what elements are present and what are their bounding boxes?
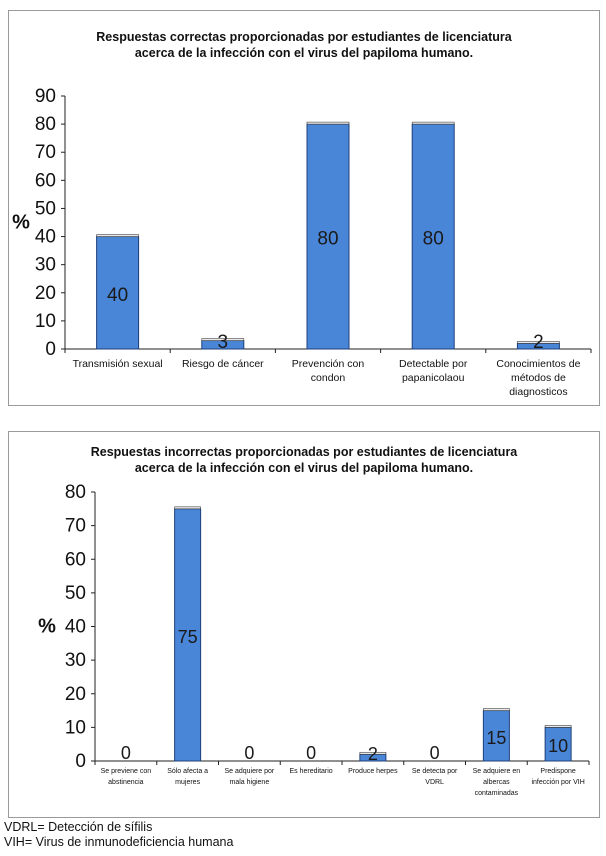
chart-incorrect-answers: Respuestas incorrectas proporcionadas po…: [8, 431, 600, 818]
category-label: albercas: [483, 779, 510, 786]
y-axis-title: %: [12, 212, 30, 234]
bar-top-edge: [306, 121, 350, 125]
bar: [411, 123, 455, 350]
y-tick-label: 40: [65, 617, 86, 638]
bar: [482, 710, 510, 762]
bar-top-edge: [96, 234, 139, 237]
bar-top-edge: [544, 725, 572, 728]
y-tick-label: 0: [45, 339, 56, 360]
chart-correct-answers: Respuestas correctas proporcionadas por …: [8, 10, 600, 406]
y-tick-label: 20: [35, 283, 56, 304]
y-tick-label: 70: [35, 142, 56, 163]
data-label: 0: [306, 743, 316, 763]
category-label: Se adquiere por: [224, 768, 274, 775]
data-label: 80: [423, 229, 444, 250]
y-tick-label: 10: [35, 311, 56, 332]
chart-title-line-1: Respuestas correctas proporcionadas por …: [96, 30, 512, 44]
y-tick-label: 90: [35, 86, 56, 107]
bar: [306, 123, 350, 350]
y-tick-label: 50: [35, 198, 56, 219]
category-label: Riesgo de cáncer: [182, 358, 264, 370]
category-label: papanicolaou: [402, 372, 465, 384]
category-label: Se detecta por: [412, 768, 458, 775]
category-label: contaminadas: [475, 790, 519, 797]
data-label: 3: [218, 332, 229, 353]
y-tick-label: 80: [65, 482, 86, 503]
y-tick-label: 70: [65, 516, 86, 537]
category-label: abstinencia: [108, 779, 144, 786]
bar-top-edge: [201, 338, 245, 341]
bar: [96, 236, 140, 350]
category-label: métodos de: [511, 372, 566, 384]
data-label: 80: [317, 229, 338, 250]
y-tick-label: 30: [35, 255, 56, 276]
y-tick-label: 0: [75, 751, 86, 772]
chart-title: Respuestas incorrectas proporcionadas po…: [9, 444, 599, 476]
category-label: Se adquiere en: [473, 768, 521, 775]
category-label: diagnosticos: [509, 386, 567, 398]
category-label: mujeres: [175, 779, 200, 786]
y-tick-label: 60: [35, 170, 56, 191]
chart-title-line-2: acerca de la infección con el virus del …: [134, 46, 474, 60]
data-label: 40: [107, 285, 128, 306]
category-label: Conocimientos de: [496, 358, 580, 370]
category-label: infección por VIH: [531, 779, 584, 786]
chart-title: Respuestas correctas proporcionadas por …: [9, 29, 599, 61]
y-tick-label: 30: [65, 650, 86, 671]
bar: [544, 726, 572, 762]
category-label: VDRL: [425, 779, 444, 786]
bar-top-edge: [517, 341, 560, 344]
chart-title-line-2: acerca de la infección con el virus del …: [134, 461, 474, 475]
bar-top-edge: [174, 506, 201, 510]
chart-title-line-1: Respuestas incorrectas proporcionadas po…: [90, 445, 518, 459]
category-label: mala higiene: [230, 779, 270, 786]
y-tick-label: 20: [65, 684, 86, 705]
category-label: Sólo afecta a: [167, 768, 208, 775]
y-axis-title: %: [38, 616, 56, 638]
category-label: Se previene con: [101, 768, 152, 775]
data-label: 2: [533, 332, 544, 353]
category-label: Prevención con: [292, 358, 365, 370]
data-label: 10: [548, 736, 568, 756]
bar-top-edge: [483, 708, 510, 711]
bar-top-edge: [411, 121, 455, 125]
data-label: 75: [178, 627, 198, 647]
bar-top-edge: [359, 751, 387, 755]
y-tick-label: 80: [35, 114, 56, 135]
data-label: 2: [368, 744, 378, 764]
category-label: Produce herpes: [348, 768, 398, 775]
data-label: 0: [244, 743, 254, 763]
data-label: 15: [486, 728, 506, 748]
category-label: Es hereditario: [290, 768, 333, 775]
category-label: Predispone: [540, 768, 576, 775]
data-label: 0: [430, 743, 440, 763]
category-label: Detectable por: [399, 358, 468, 370]
y-tick-label: 60: [65, 549, 86, 570]
y-tick-label: 10: [65, 717, 86, 738]
footnote-vdrl: VDRL= Detección de sífilis: [4, 820, 153, 834]
category-label: condon: [311, 372, 346, 384]
data-label: 0: [121, 743, 131, 763]
y-tick-label: 50: [65, 583, 86, 604]
y-tick-label: 40: [35, 227, 56, 248]
category-label: Transmisión sexual: [73, 358, 163, 370]
footnote-vih: VIH= Virus de inmunodeficiencia humana: [4, 835, 234, 849]
